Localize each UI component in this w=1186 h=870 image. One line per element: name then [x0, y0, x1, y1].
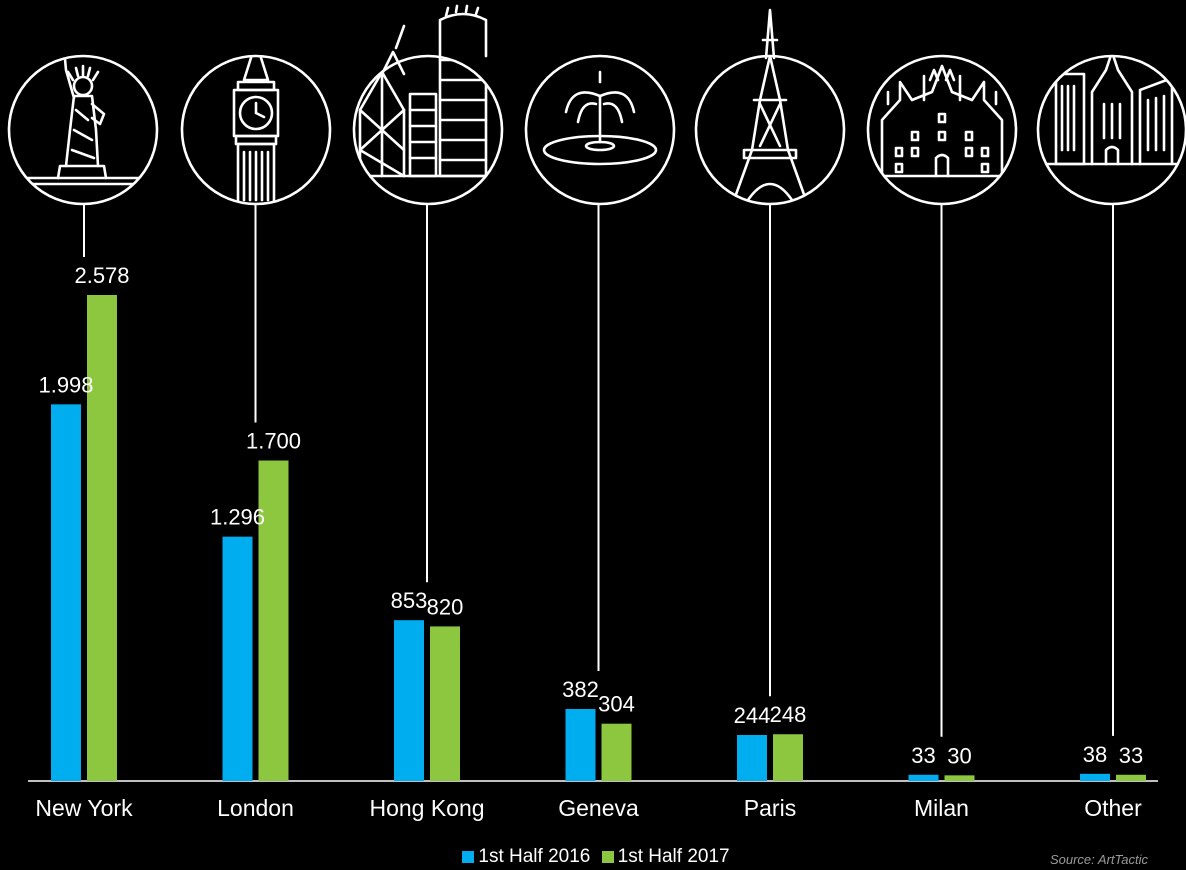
value-label-paris-1st-half-2016: 244	[734, 703, 771, 728]
category-label-geneva: Geneva	[558, 795, 639, 821]
bar-other-1st-half-2016	[1080, 773, 1110, 781]
value-label-hong-kong-1st-half-2016: 853	[391, 588, 428, 613]
bar-geneva-1st-half-2016	[565, 708, 596, 781]
legend-swatch-2017	[601, 850, 614, 863]
category-label-milan: Milan	[914, 795, 969, 821]
value-label-geneva-1st-half-2016: 382	[562, 677, 599, 702]
value-label-milan-1st-half-2017: 30	[947, 743, 971, 768]
category-label-new-york: New York	[35, 795, 133, 821]
value-label-london-1st-half-2016: 1.296	[210, 505, 265, 530]
connector-lines	[83, 204, 1114, 737]
category-label-paris: Paris	[744, 795, 796, 821]
statue-of-liberty-icon	[7, 54, 159, 206]
fountain-icon	[524, 54, 676, 206]
category-label-other: Other	[1084, 795, 1142, 821]
source-note: Source: ArtTactic	[1049, 852, 1148, 867]
bar-other-1st-half-2017	[1116, 774, 1146, 781]
eiffel-tower-icon	[694, 8, 846, 206]
bar-new-york-1st-half-2016	[51, 404, 81, 781]
category-label-london: London	[217, 795, 294, 821]
hong-kong-skyline-icon	[352, 4, 504, 206]
legend-label-2016: 1st Half 2016	[478, 846, 591, 867]
legend-item-2016: 1st Half 2016	[456, 846, 590, 868]
value-label-paris-1st-half-2017: 248	[770, 702, 807, 727]
skyscrapers-icon	[1036, 54, 1186, 206]
bar-london-1st-half-2017	[258, 460, 289, 781]
value-label-milan-1st-half-2016: 33	[911, 743, 935, 768]
category-label-hong-kong: Hong Kong	[369, 795, 484, 821]
bar-new-york-1st-half-2017	[87, 295, 117, 781]
bar-paris-1st-half-2016	[737, 735, 767, 781]
bar-hong-kong-1st-half-2017	[430, 626, 460, 781]
bar-hong-kong-1st-half-2016	[394, 620, 424, 781]
value-label-hong-kong-1st-half-2017: 820	[427, 594, 464, 619]
legend-label-2017: 1st Half 2017	[617, 846, 730, 867]
value-label-london-1st-half-2017: 1.700	[246, 429, 301, 454]
value-label-other-1st-half-2017: 33	[1119, 743, 1143, 768]
bar-milan-1st-half-2017	[944, 775, 975, 781]
bar-milan-1st-half-2016	[908, 774, 939, 781]
bar-paris-1st-half-2017	[773, 734, 803, 781]
legend-item-2017: 1st Half 2017	[596, 846, 730, 868]
value-label-other-1st-half-2016: 38	[1083, 742, 1107, 767]
value-label-new-york-1st-half-2017: 2.578	[74, 263, 129, 288]
bars-group	[51, 295, 1146, 781]
bar-london-1st-half-2016	[222, 536, 253, 781]
milan-cathedral-icon	[866, 54, 1018, 206]
category-labels-group: New York London Hong Kong Geneva Paris Milan O…	[35, 795, 1142, 821]
legend-swatch-2016	[462, 850, 475, 863]
value-label-new-york-1st-half-2016: 1.998	[38, 372, 93, 397]
bar-geneva-1st-half-2017	[601, 723, 632, 781]
big-ben-icon	[180, 54, 332, 206]
value-label-geneva-1st-half-2017: 304	[598, 692, 635, 717]
legend: 1st Half 2016 1st Half 2017	[0, 846, 1186, 868]
